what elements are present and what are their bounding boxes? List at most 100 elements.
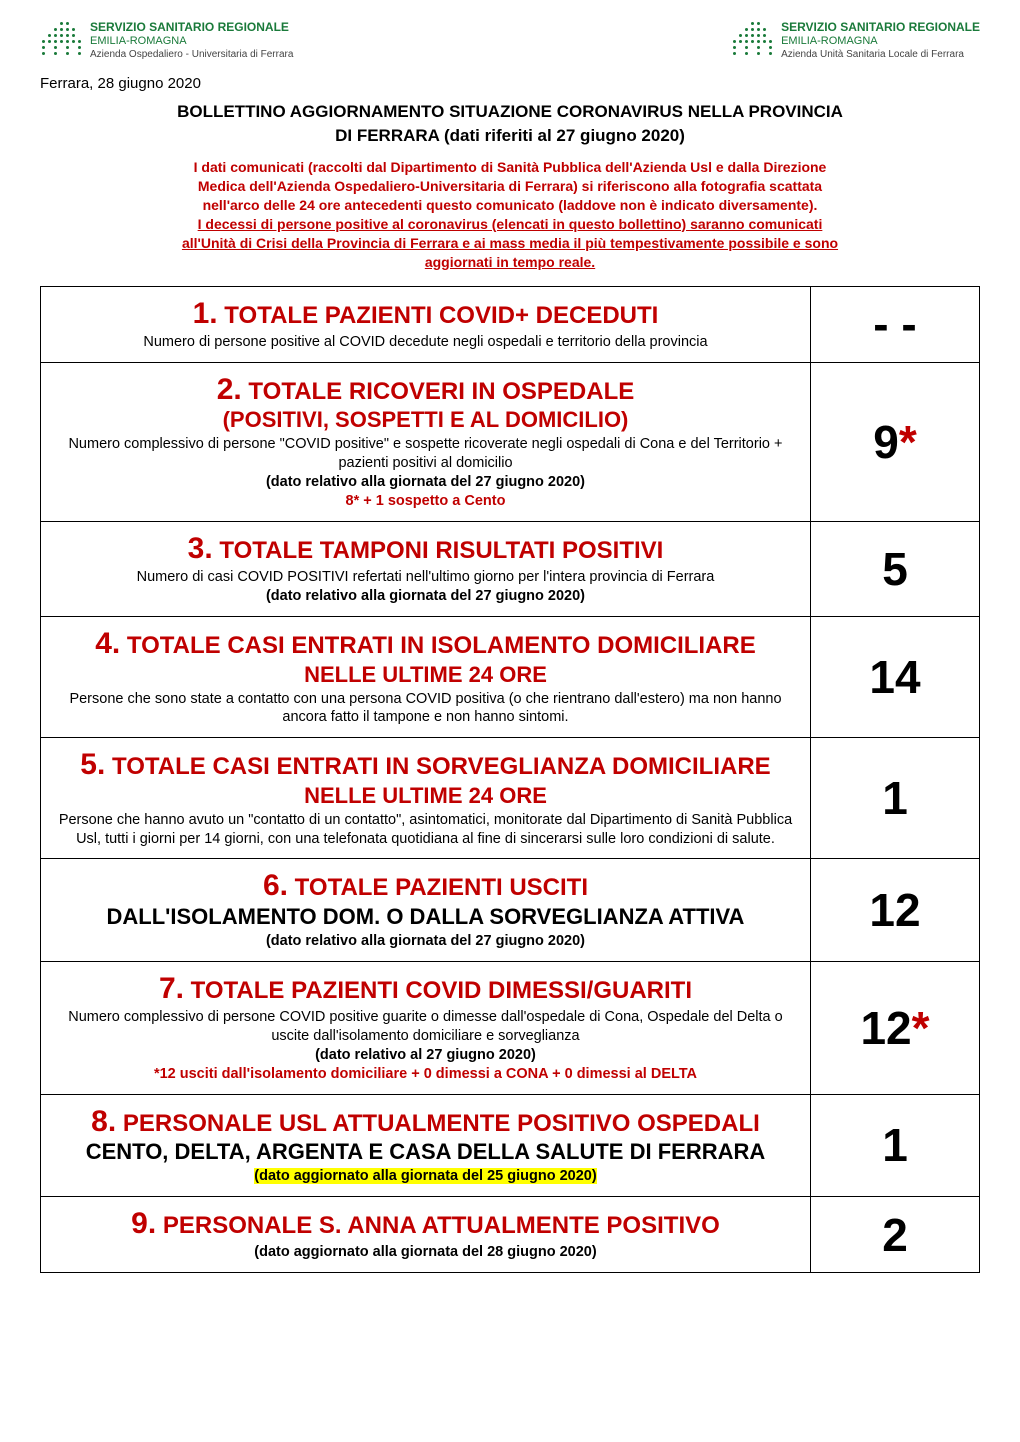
logo-text-left: SERVIZIO SANITARIO REGIONALE EMILIA-ROMA… (90, 20, 293, 61)
row-value: 5 (810, 521, 979, 616)
row-title: TOTALE CASI ENTRATI IN SORVEGLIANZA DOMI… (105, 753, 770, 780)
row-desc: 1. TOTALE PAZIENTI COVID+ DECEDUTI Numer… (41, 286, 811, 362)
row-desc: 6. TOTALE PAZIENTI USCITI DALL'ISOLAMENT… (41, 859, 811, 961)
data-table: 1. TOTALE PAZIENTI COVID+ DECEDUTI Numer… (40, 286, 980, 1274)
row-head: 6. TOTALE PAZIENTI USCITI (55, 869, 796, 904)
table-row: 3. TOTALE TAMPONI RISULTATI POSITIVI Num… (41, 521, 980, 616)
row-desc: 9. PERSONALE S. ANNA ATTUALMENTE POSITIV… (41, 1196, 811, 1272)
row-body: Persone che hanno avuto un "contatto di … (55, 811, 796, 849)
row-body-red: 8* + 1 sospetto a Cento (346, 493, 506, 509)
table-row: 8. PERSONALE USL ATTUALMENTE POSITIVO OS… (41, 1094, 980, 1196)
row-body: Numero complessivo di persone "COVID pos… (55, 435, 796, 510)
row-body: Persone che sono state a contatto con un… (55, 690, 796, 728)
logo-left-line3: Azienda Ospedaliero - Universitaria di F… (90, 49, 293, 62)
row-value-star: * (912, 1002, 930, 1054)
row-body-plain: Numero di casi COVID POSITIVI refertati … (137, 569, 715, 585)
row-num: 4. (95, 627, 120, 660)
row-title: TOTALE PAZIENTI COVID+ DECEDUTI (218, 302, 659, 329)
row-title: TOTALE PAZIENTI USCITI (288, 874, 588, 901)
intro-u1: I decessi di persone positive al coronav… (198, 216, 823, 232)
logo-left-line1: SERVIZIO SANITARIO REGIONALE (90, 20, 293, 35)
row-num: 7. (159, 972, 184, 1005)
table-row: 5. TOTALE CASI ENTRATI IN SORVEGLIANZA D… (41, 738, 980, 859)
row-sub: NELLE ULTIME 24 ORE (55, 662, 796, 688)
date-line: Ferrara, 28 giugno 2020 (40, 75, 980, 92)
header-logos: SERVIZIO SANITARIO REGIONALE EMILIA-ROMA… (40, 20, 980, 61)
row-body: (dato aggiornato alla giornata del 25 gi… (55, 1167, 796, 1186)
logo-left-line2: EMILIA-ROMAGNA (90, 35, 293, 49)
row-value: 2 (810, 1196, 979, 1272)
row-num: 3. (188, 532, 213, 565)
row-sub: NELLE ULTIME 24 ORE (55, 783, 796, 809)
row-value-num: 12 (860, 1002, 911, 1054)
row-dall: DALL'ISOLAMENTO DOM. O DALLA SORVEGLIANZ… (55, 904, 796, 930)
table-row: 6. TOTALE PAZIENTI USCITI DALL'ISOLAMENT… (41, 859, 980, 961)
row-num: 2. (217, 373, 242, 406)
row-value-num: 9 (873, 416, 899, 468)
row-desc: 3. TOTALE TAMPONI RISULTATI POSITIVI Num… (41, 521, 811, 616)
intro-p3: nell'arco delle 24 ore antecedenti quest… (203, 197, 818, 213)
row-head: 8. PERSONALE USL ATTUALMENTE POSITIVO OS… (55, 1105, 796, 1140)
logo-dots-left (40, 20, 82, 58)
row-body-bold: (dato relativo alla giornata del 27 giug… (266, 933, 585, 949)
row-body: (dato aggiornato alla giornata del 28 gi… (55, 1243, 796, 1262)
row-body-bold: (dato relativo alla giornata del 27 giug… (266, 474, 585, 490)
row-num: 6. (263, 869, 288, 902)
table-row: 2. TOTALE RICOVERI IN OSPEDALE (POSITIVI… (41, 362, 980, 521)
row-body: (dato relativo alla giornata del 27 giug… (55, 932, 796, 951)
row-title: PERSONALE USL ATTUALMENTE POSITIVO OSPED… (116, 1110, 760, 1137)
row-head: 4. TOTALE CASI ENTRATI IN ISOLAMENTO DOM… (55, 627, 796, 662)
row-desc: 7. TOTALE PAZIENTI COVID DIMESSI/GUARITI… (41, 961, 811, 1094)
row-head: 1. TOTALE PAZIENTI COVID+ DECEDUTI (55, 297, 796, 332)
row-body: Numero complessivo di persone COVID posi… (55, 1008, 796, 1083)
logo-right-line3: Azienda Unità Sanitaria Locale di Ferrar… (781, 49, 980, 62)
row-value: 12 (810, 859, 979, 961)
row-body-bold: (dato relativo alla giornata del 27 giug… (266, 588, 585, 604)
logo-right-line1: SERVIZIO SANITARIO REGIONALE (781, 20, 980, 35)
intro-u3: aggiornati in tempo reale. (425, 254, 595, 270)
row-body-highlight: (dato aggiornato alla giornata del 25 gi… (254, 1168, 596, 1184)
row-head: 9. PERSONALE S. ANNA ATTUALMENTE POSITIV… (55, 1207, 796, 1242)
intro-p2: Medica dell'Azienda Ospedaliero-Universi… (198, 178, 822, 194)
row-desc: 2. TOTALE RICOVERI IN OSPEDALE (POSITIVI… (41, 362, 811, 521)
row-value: 1 (810, 1094, 979, 1196)
row-body-plain: Numero complessivo di persone COVID posi… (68, 1009, 782, 1044)
row-body: Numero di casi COVID POSITIVI refertati … (55, 568, 796, 606)
row-num: 8. (91, 1105, 116, 1138)
row-title: TOTALE TAMPONI RISULTATI POSITIVI (213, 537, 664, 564)
row-body-red: *12 usciti dall'isolamento domiciliare +… (154, 1066, 697, 1082)
row-value: - - (810, 286, 979, 362)
row-title: TOTALE RICOVERI IN OSPEDALE (242, 378, 634, 405)
row-value-star: * (899, 416, 917, 468)
row-body-bold: (dato aggiornato alla giornata del 28 gi… (254, 1244, 596, 1260)
row-body-bold: (dato relativo al 27 giugno 2020) (315, 1047, 536, 1063)
row-value: 9* (810, 362, 979, 521)
row-desc: 8. PERSONALE USL ATTUALMENTE POSITIVO OS… (41, 1094, 811, 1196)
row-value: 14 (810, 617, 979, 738)
intro-p1: I dati comunicati (raccolti dal Dipartim… (194, 159, 827, 175)
row-head: 7. TOTALE PAZIENTI COVID DIMESSI/GUARITI (55, 972, 796, 1007)
row-head: 2. TOTALE RICOVERI IN OSPEDALE (55, 373, 796, 408)
main-title-line1: BOLLETTINO AGGIORNAMENTO SITUAZIONE CORO… (40, 102, 980, 122)
row-num: 5. (80, 748, 105, 781)
intro-u2: all'Unità di Crisi della Provincia di Fe… (182, 235, 838, 251)
row-body-plain: Numero complessivo di persone "COVID pos… (68, 436, 782, 471)
table-row: 1. TOTALE PAZIENTI COVID+ DECEDUTI Numer… (41, 286, 980, 362)
row-value: 1 (810, 738, 979, 859)
table-row: 9. PERSONALE S. ANNA ATTUALMENTE POSITIV… (41, 1196, 980, 1272)
row-desc: 5. TOTALE CASI ENTRATI IN SORVEGLIANZA D… (41, 738, 811, 859)
row-title: TOTALE CASI ENTRATI IN ISOLAMENTO DOMICI… (120, 632, 756, 659)
logo-right-line2: EMILIA-ROMAGNA (781, 35, 980, 49)
table-row: 7. TOTALE PAZIENTI COVID DIMESSI/GUARITI… (41, 961, 980, 1094)
main-title-line2: DI FERRARA (dati riferiti al 27 giugno 2… (40, 126, 980, 146)
row-desc: 4. TOTALE CASI ENTRATI IN ISOLAMENTO DOM… (41, 617, 811, 738)
row-value: 12* (810, 961, 979, 1094)
row-dall: CENTO, DELTA, ARGENTA E CASA DELLA SALUT… (55, 1139, 796, 1165)
row-sub: (POSITIVI, SOSPETTI E AL DOMICILIO) (55, 407, 796, 433)
intro-paragraph: I dati comunicati (raccolti dal Dipartim… (40, 158, 980, 271)
row-num: 1. (193, 297, 218, 330)
logo-dots-right (731, 20, 773, 58)
table-row: 4. TOTALE CASI ENTRATI IN ISOLAMENTO DOM… (41, 617, 980, 738)
logo-right: SERVIZIO SANITARIO REGIONALE EMILIA-ROMA… (731, 20, 980, 61)
row-title: PERSONALE S. ANNA ATTUALMENTE POSITIVO (156, 1212, 720, 1239)
